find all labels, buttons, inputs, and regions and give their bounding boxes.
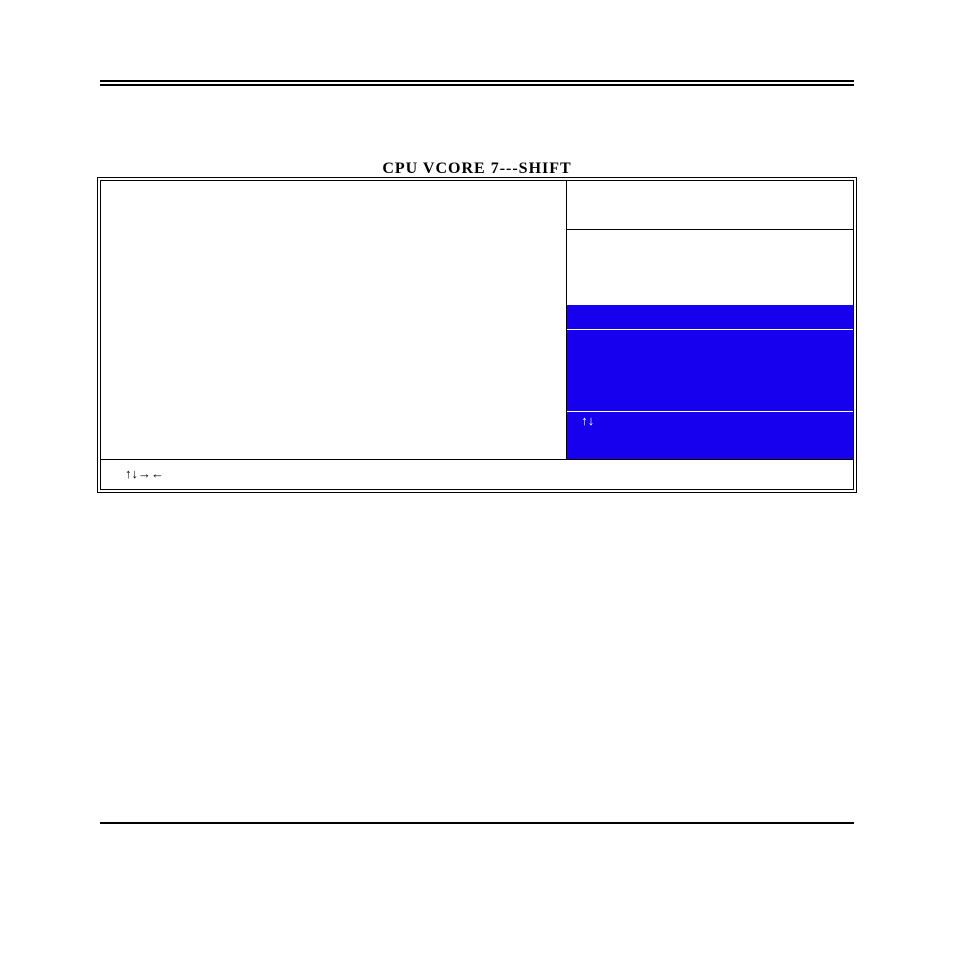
bios-window: ↑↓ ↑↓→←: [100, 180, 854, 490]
help-panel-line-2: [567, 411, 853, 412]
bios-right-pane: ↑↓: [567, 181, 853, 459]
bottom-rule: [100, 822, 854, 824]
help-panel: ↑↓: [567, 305, 853, 459]
bios-footer: ↑↓→←: [101, 459, 853, 489]
top-rule: [100, 80, 854, 86]
bios-left-pane: [101, 181, 567, 459]
nav-arrows-icon: ↑↓: [581, 413, 594, 429]
help-panel-line-1: [567, 329, 853, 330]
page: CPU VCORE 7---SHIFT ↑↓ ↑↓→←: [100, 0, 854, 954]
right-pane-divider: [567, 229, 853, 230]
footer-arrows-icon: ↑↓→←: [125, 466, 164, 482]
page-title: CPU VCORE 7---SHIFT: [100, 160, 854, 178]
